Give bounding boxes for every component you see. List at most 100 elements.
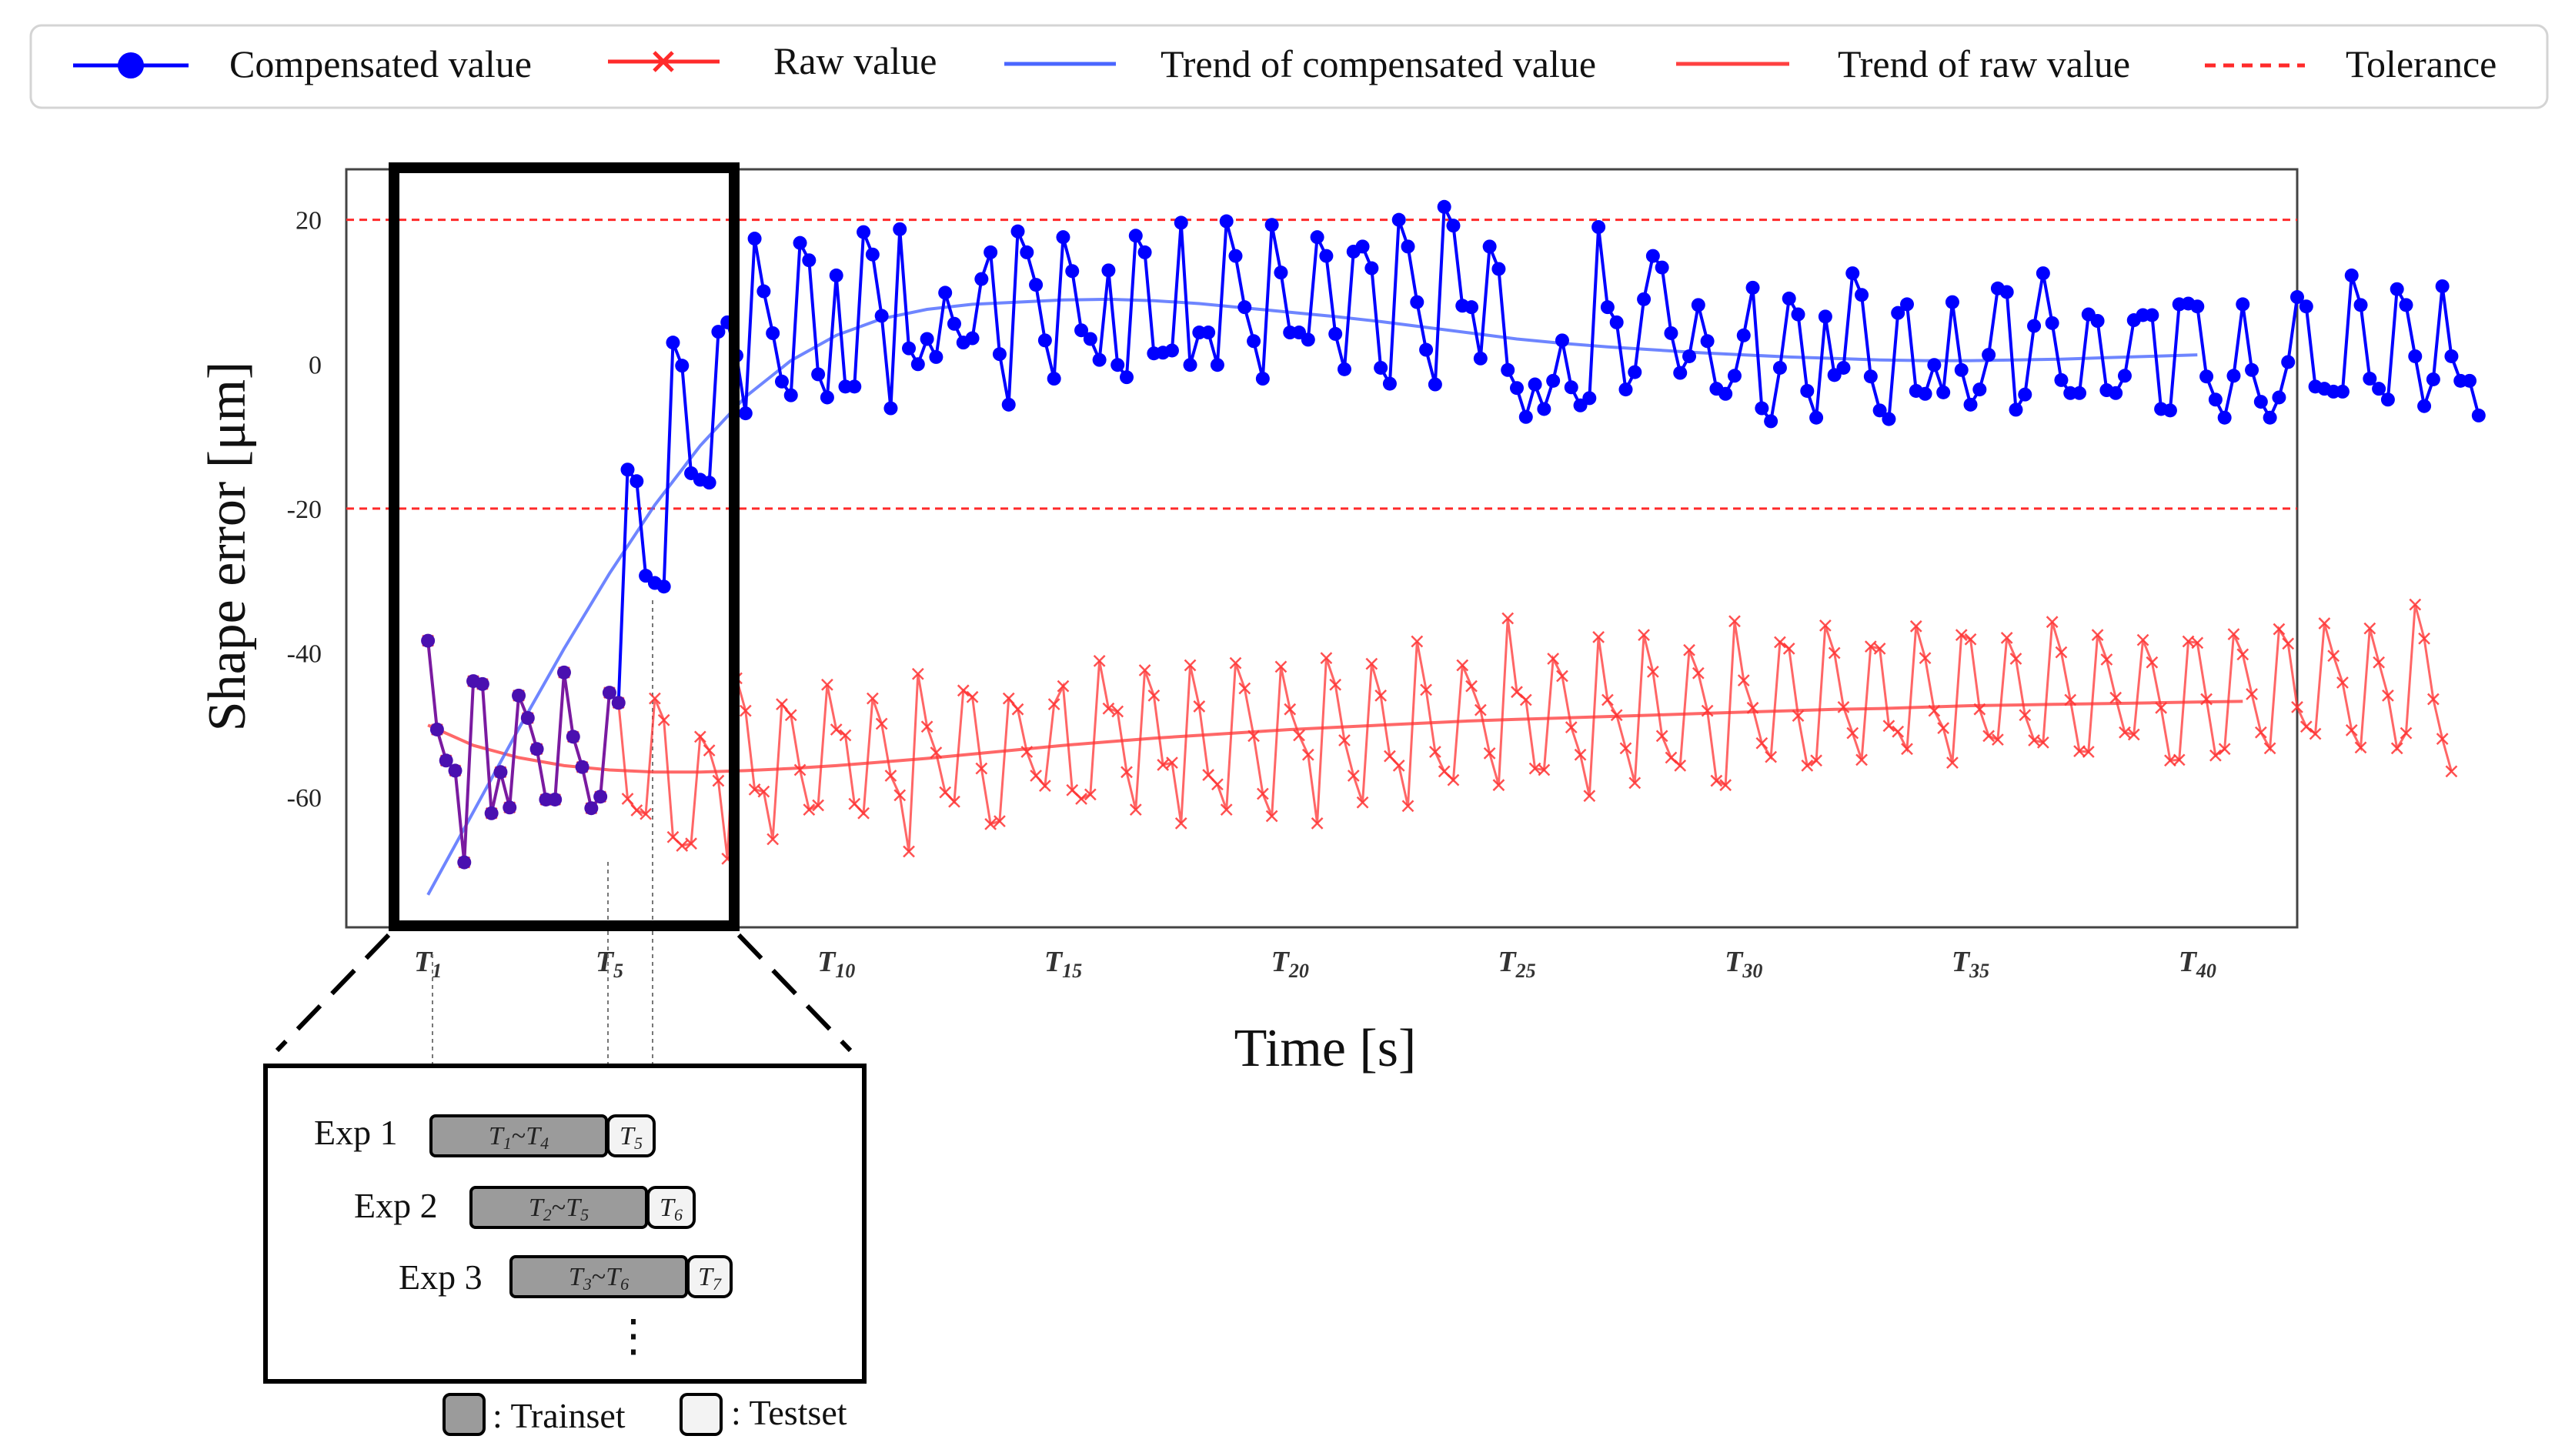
- compensated-value-point: [2109, 386, 2123, 400]
- raw-value-point: [1909, 619, 1922, 633]
- raw-value-point: [948, 795, 960, 808]
- compensated-value-point: [1645, 249, 1660, 263]
- compensated-value-point: [1564, 380, 1578, 395]
- compensated-value-point: [1546, 373, 1561, 388]
- series: [421, 199, 2486, 896]
- compensated-value-point: [1319, 249, 1334, 263]
- testset-label: T7: [698, 1263, 722, 1294]
- legend-frame: [29, 24, 2549, 109]
- raw-value-point: [1247, 730, 1260, 743]
- raw-value-point: [2028, 734, 2040, 746]
- raw-value-point: [803, 803, 816, 816]
- raw-value-point: [1428, 746, 1441, 758]
- raw-value-point: [1447, 773, 1460, 786]
- legend-trend-compensated-label: Trend of compensated value: [1161, 42, 1596, 85]
- compensated-value-point: [1210, 358, 1224, 372]
- compensated-value-point: [2054, 372, 2069, 387]
- testset-label: T6: [660, 1194, 683, 1224]
- compensated-value-point: [2335, 384, 2350, 399]
- raw-value-point: [1411, 635, 1424, 648]
- compensated-value-point: [1101, 263, 1116, 278]
- raw-value-point: [2291, 700, 2303, 713]
- compensated-value-point: [1855, 288, 1869, 302]
- compensated-value-point: [1110, 358, 1125, 372]
- raw-value-point: [1755, 736, 1768, 750]
- compensated-value-point: [1510, 381, 1524, 396]
- raw-value-point: [2209, 749, 2222, 762]
- testset-block: [606, 1114, 656, 1157]
- compensated-value-point: [1891, 306, 1905, 320]
- raw-value-point: [966, 690, 979, 703]
- compensated-value-point: [1818, 309, 1832, 324]
- raw-value-point: [857, 806, 870, 820]
- compensated-value-point: [2226, 369, 2241, 383]
- compensated-value-point: [847, 379, 862, 394]
- raw-value-point: [1121, 766, 1133, 779]
- compensated-value-point: [811, 367, 826, 382]
- compensated-value-point: [1963, 397, 1978, 412]
- compensated-value-point: [2117, 369, 2132, 383]
- compensated-value-point: [1092, 352, 1107, 367]
- compensated-value-point: [702, 476, 716, 490]
- raw-value-point: [2246, 688, 2258, 700]
- raw-value-point: [1792, 710, 1805, 723]
- x-tick-label: T25: [1498, 946, 1535, 982]
- raw-value-point: [994, 815, 1006, 827]
- raw-value-point: [2136, 633, 2149, 646]
- compensated-value-point: [920, 332, 934, 346]
- compensated-value-point: [1437, 199, 1451, 214]
- compensated-value-point: [2199, 369, 2214, 384]
- raw-value-point: [1384, 750, 1396, 763]
- y-tick-label: 20: [296, 207, 322, 235]
- compensated-value-point: [1301, 332, 1315, 347]
- compensated-value-point: [1655, 260, 1669, 275]
- compensated-value-point: [1029, 278, 1044, 292]
- compensated-value-point: [493, 765, 508, 780]
- raw-value-point: [1229, 656, 1242, 670]
- raw-value-point: [1746, 701, 1759, 714]
- raw-value-point: [1420, 683, 1432, 696]
- compensated-value-point: [1328, 326, 1343, 341]
- raw-value-point: [2436, 733, 2449, 746]
- compensated-value-point: [421, 633, 436, 648]
- raw-value-point: [1057, 680, 1070, 693]
- compensated-value-point: [1174, 215, 1188, 230]
- raw-value-point: [884, 770, 897, 782]
- raw-value-point: [830, 723, 843, 736]
- ellipsis: ⋮: [611, 1311, 656, 1361]
- compensated-value-point: [1555, 333, 1569, 348]
- compensated-value-point: [1727, 369, 1742, 383]
- compensated-value-point: [947, 316, 961, 331]
- raw-value-point: [685, 837, 697, 850]
- compensated-value-point: [2290, 290, 2304, 305]
- compensated-value-point: [2090, 314, 2105, 328]
- compensated-value-point: [2372, 382, 2386, 396]
- compensated-value-point: [1482, 239, 1497, 254]
- raw-value-point: [1211, 778, 1224, 791]
- compensated-value-point: [1982, 348, 1996, 362]
- raw-value-point: [1801, 759, 1814, 772]
- inset: Exp 1 T1~T4 T5 Exp 2 T2~T5 T6 Exp 3 T3~T…: [263, 1064, 867, 1384]
- raw-value-point: [1011, 703, 1024, 716]
- raw-value-point: [2390, 742, 2403, 755]
- legend-item-raw: Raw value: [608, 39, 937, 82]
- compensated-value-point: [938, 286, 953, 300]
- raw-value-point: [1628, 776, 1642, 790]
- compensated-value-point: [1936, 385, 1951, 399]
- compensated-value-point: [1020, 245, 1034, 259]
- compensated-value-point: [874, 309, 889, 323]
- raw-value-point: [649, 692, 661, 705]
- zoom-connector: [275, 933, 853, 1053]
- raw-value-point: [1955, 629, 1968, 641]
- raw-value-point: [2409, 598, 2422, 611]
- compensated-value-point: [1382, 376, 1397, 391]
- set-key: : Trainset : Testset: [443, 1393, 847, 1436]
- y-tick-label: -40: [287, 640, 322, 669]
- compensated-value-point: [1664, 326, 1678, 340]
- raw-value-point: [1311, 817, 1324, 830]
- raw-value-point: [1765, 750, 1778, 763]
- raw-value-point: [875, 717, 888, 730]
- compensated-value-point: [457, 855, 472, 870]
- compensated-value-point: [2036, 266, 2050, 281]
- compensated-value-point: [910, 357, 925, 372]
